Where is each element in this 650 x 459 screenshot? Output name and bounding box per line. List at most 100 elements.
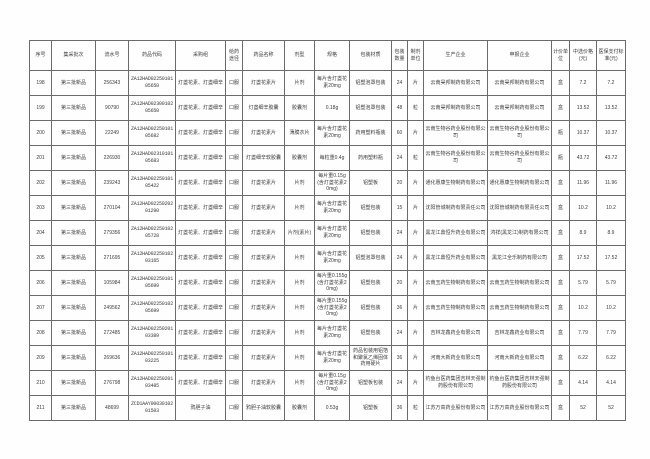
cell-reimbursement-standard: 43.72 (596, 145, 626, 171)
cell-preparation-unit: 片 (407, 245, 424, 271)
table-row: 201 第三批新品 226930 ZA12HAD0231010105683 灯盏花素、灯… (29, 145, 626, 171)
cell-drug-name: 灯盏花素片 (242, 295, 285, 321)
cell-packaging-material: 铝塑泡罩包装 (349, 245, 392, 271)
cell-batch: 第三批新品 (51, 120, 96, 146)
cell-preparation-unit: 片 (407, 270, 424, 296)
cell-spec: 0.53g (314, 395, 350, 421)
cell-packaging-material: 铝塑包装 (349, 320, 392, 346)
cell-drug-code: ZA12HAD0231010105683 (128, 145, 176, 171)
cell-packaging-material: 铝塑包装 (349, 220, 392, 246)
table-body: 198 第三批新品 256343 ZA12HAD0225010105650 灯盏花素、灯… (29, 70, 626, 421)
cell-drug-code: ZA12HAD0230010205650 (128, 95, 176, 121)
cell-packaging-qty: 48 (391, 95, 408, 121)
cell-spec: 每片含灯盏花素20mg (314, 195, 350, 221)
cell-spec: 每片含灯盏花素20mg (314, 345, 350, 371)
cell-batch: 第三批新品 (51, 270, 96, 296)
cell-packaging-material: 铝塑包装 (349, 295, 392, 321)
cell-dosage-form: 片剂 (284, 245, 315, 271)
cell-drug-code: ZA12HAD0225020103389 (128, 320, 176, 346)
table-row: 209 第三批新品 269636 ZA12HAD0225010103225 灯盏花素、灯… (29, 345, 626, 371)
table-row: 200 第三批新品 22249 ZA12HAD0225010105682 灯盏花素、灯盏… (29, 120, 626, 146)
cell-drug-name: 灯盏花素片 (242, 270, 285, 296)
table-row: 198 第三批新品 256343 ZA12HAD0225010105650 灯盏花素、灯… (29, 70, 626, 96)
cell-pricing-unit: 盒 (551, 95, 570, 121)
cell-serial: 226930 (95, 145, 129, 171)
cell-manufacturer: 云南生物谷药业股份有限公司 (423, 120, 488, 146)
cell-serial: 105984 (95, 270, 129, 296)
cell-drug-name: 鸦胆子油软胶囊 (242, 395, 285, 421)
table-row: 208 第三批新品 272485 ZA12HAD0225020103389 灯盏花素、灯… (29, 320, 626, 346)
cell-spec: 每片含灯盏花素20mg (314, 120, 350, 146)
cell-pricing-unit: 盒 (551, 245, 570, 271)
column-header-batch: 集采批次 (51, 40, 96, 71)
column-header-serial: 流水号 (95, 40, 129, 71)
cell-dosage-form: 胶囊剂 (284, 395, 315, 421)
cell-spec: 每片含灯盏花素20mg (314, 70, 350, 96)
cell-packaging-material: 铝塑板 (349, 170, 392, 196)
cell-selected-price: 8.9 (569, 220, 597, 246)
cell-index: 205 (29, 245, 52, 271)
cell-pricing-unit: 盒 (551, 395, 570, 421)
cell-dosage-form: 片剂 (284, 170, 315, 196)
cell-reimbursement-standard: 10.37 (596, 120, 626, 146)
cell-selected-price: 13.52 (569, 95, 597, 121)
column-header-packaging-qty: 包装数量 (391, 40, 408, 71)
cell-reimbursement-standard: 10.2 (596, 295, 626, 321)
cell-pricing-unit: 瓶 (551, 120, 570, 146)
cell-declaring-company: 云南昊邦制药有限公司 (487, 70, 552, 96)
cell-drug-name: 灯盏花素片 (242, 70, 285, 96)
cell-preparation-unit: 片 (407, 320, 424, 346)
cell-procurement-group: 灯盏花素、灯盏细辛 (175, 370, 226, 396)
cell-drug-name: 灯盏花素片 (242, 370, 285, 396)
cell-drug-name: 灯盏花素片 (242, 170, 285, 196)
cell-dosage-form: 片剂 (284, 70, 315, 96)
cell-manufacturer: 沈阳管城制药有限责任公司 (423, 195, 488, 221)
cell-preparation-unit: 粒 (407, 145, 424, 171)
cell-packaging-qty: 20 (391, 170, 408, 196)
cell-declaring-company: 通化惠康生物制药有限公司 (487, 170, 552, 196)
cell-route: 口服 (225, 95, 243, 121)
cell-drug-code: ZA12HAD0225010105682 (128, 120, 176, 146)
table-row: 203 第三批新品 270104 ZA12HAD0225020201290 灯盏花素、灯… (29, 195, 626, 221)
cell-pricing-unit: 盒 (551, 70, 570, 96)
cell-packaging-qty: 36 (391, 345, 408, 371)
table-row: 202 第三批新品 239243 ZA12HAD0225010105422 灯盏花素、灯… (29, 170, 626, 196)
cell-packaging-material: 药用塑料瓶 (349, 145, 392, 171)
cell-selected-price: 10.37 (569, 120, 597, 146)
cell-manufacturer: 黑龙江鼎恒升药业有限公司 (423, 220, 488, 246)
cell-drug-code: ZA12HAD0225020103485 (128, 370, 176, 396)
cell-manufacturer: 黑龙江鼎恒升药业有限公司 (423, 245, 488, 271)
cell-procurement-group: 灯盏花素、灯盏细辛 (175, 320, 226, 346)
cell-route: 口服 (225, 270, 243, 296)
cell-index: 200 (29, 120, 52, 146)
cell-preparation-unit: 片 (407, 70, 424, 96)
cell-batch: 第三批新品 (51, 345, 96, 371)
cell-drug-name: 灯盏细辛软胶囊 (242, 145, 285, 171)
cell-dosage-form: 胶囊剂 (284, 95, 315, 121)
cell-batch: 第三批新品 (51, 370, 96, 396)
cell-dosage-form: 片剂 (284, 195, 315, 221)
cell-serial: 256343 (95, 70, 129, 96)
cell-procurement-group: 灯盏花素、灯盏细辛 (175, 295, 226, 321)
cell-procurement-group: 鸦胆子油 (175, 395, 226, 421)
cell-preparation-unit: 片 (407, 170, 424, 196)
column-header-declaring-company: 申报企业 (487, 40, 552, 71)
cell-reimbursement-standard: 17.52 (596, 245, 626, 271)
cell-selected-price: 10.2 (569, 295, 597, 321)
cell-drug-code: ZA12HAD0225010105699 (128, 270, 176, 296)
cell-reimbursement-standard: 52 (596, 395, 626, 421)
table-row: 205 第三批新品 271695 ZA12HAD0225010203165 灯盏花素、灯… (29, 245, 626, 271)
cell-packaging-material: 药品包装用铝箔和聚氯乙烯固体药用硬片 (349, 345, 392, 371)
cell-serial: 239243 (95, 170, 129, 196)
cell-declaring-company: 云南玉药生物制药有限公司 (487, 270, 552, 296)
cell-manufacturer: 云南生物谷药业股份有限公司 (423, 145, 488, 171)
cell-pricing-unit: 盒 (551, 295, 570, 321)
cell-selected-price: 10.2 (569, 195, 597, 221)
cell-declaring-company: 吉林龙鑫药业有限公司 (487, 320, 552, 346)
cell-route: 口服 (225, 295, 243, 321)
table-header-row: 序号 集采批次 流水号 药品代码 采购组 给药途径 药品名称 剂型 规格 包装材… (29, 40, 626, 71)
cell-reimbursement-standard: 11.96 (596, 170, 626, 196)
cell-procurement-group: 灯盏花素、灯盏细辛 (175, 270, 226, 296)
cell-procurement-group: 灯盏花素、灯盏细辛 (175, 70, 226, 96)
cell-serial: 269636 (95, 345, 129, 371)
